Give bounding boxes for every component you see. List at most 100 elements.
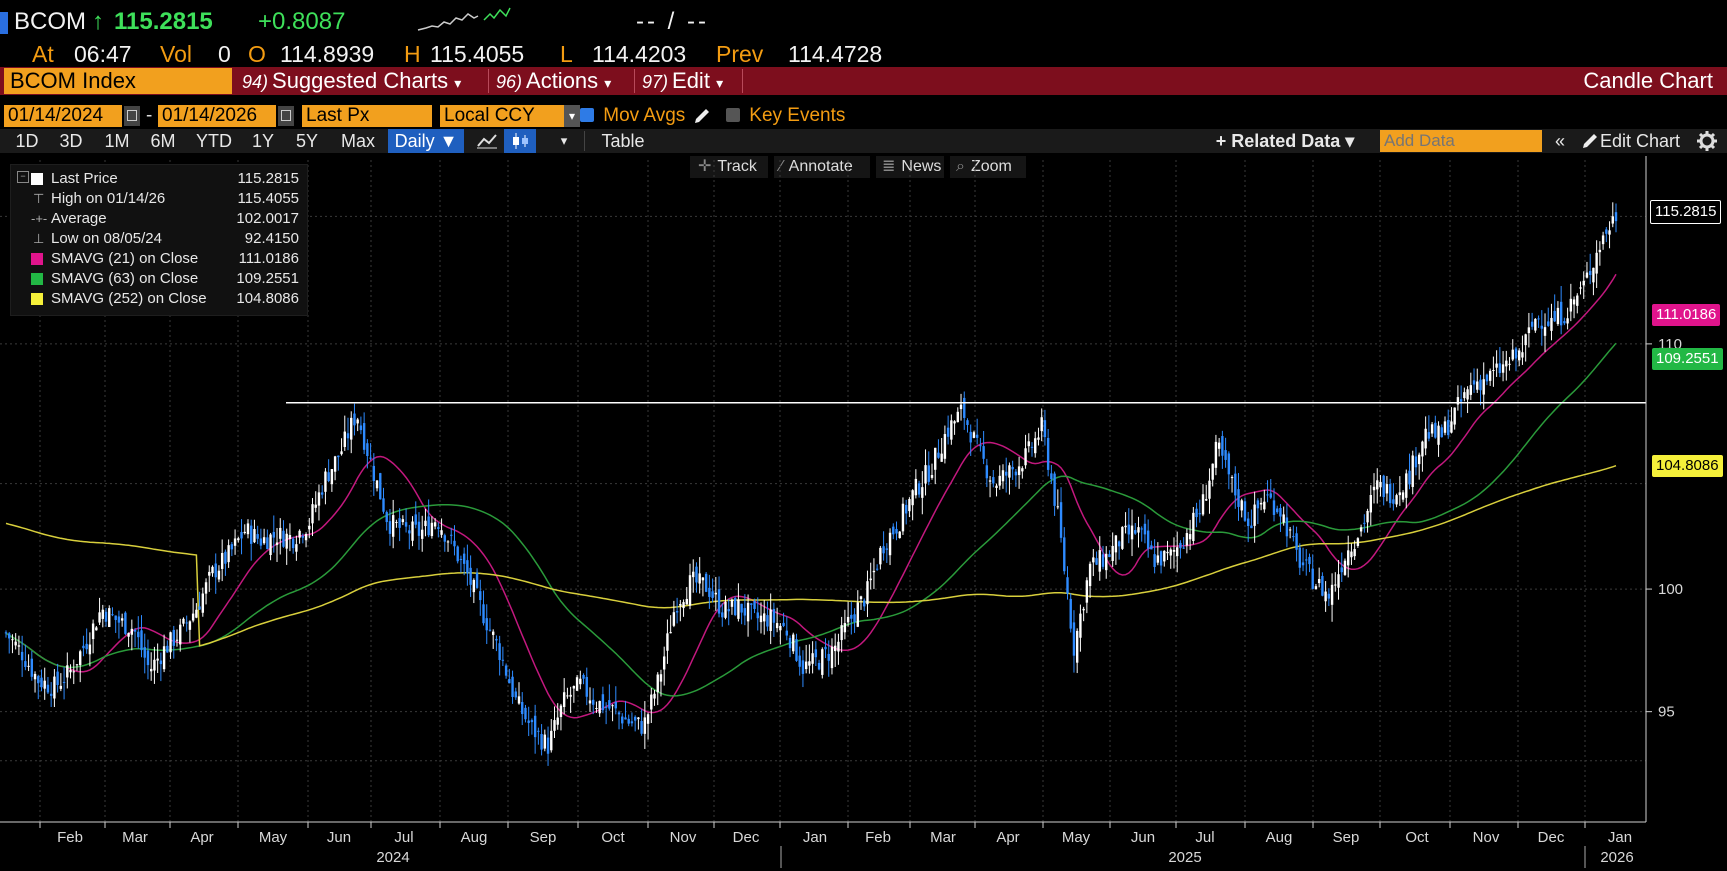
- security-field[interactable]: BCOM Index: [4, 68, 232, 94]
- candle-body: [1314, 586, 1318, 590]
- range-5y[interactable]: 5Y: [295, 131, 319, 151]
- candle-body: [104, 611, 108, 622]
- candle-body: [1263, 501, 1266, 510]
- candle-body: [1576, 295, 1579, 306]
- candle-body: [746, 602, 750, 622]
- candle-body: [1292, 536, 1295, 538]
- candle-body: [1305, 559, 1308, 561]
- suggested-charts-menu[interactable]: 94) Suggested Charts ▾: [242, 68, 462, 93]
- candle-body: [530, 720, 534, 723]
- candle-body: [521, 702, 524, 715]
- candle-body: [1530, 321, 1534, 327]
- year-label: 2024: [376, 849, 409, 866]
- candle-body: [782, 622, 785, 626]
- dropdown-icon[interactable]: ▾: [560, 133, 568, 148]
- line-chart-icon[interactable]: [474, 130, 500, 152]
- candle-body: [1111, 545, 1114, 561]
- candle-body: [1298, 547, 1302, 568]
- range-6m[interactable]: 6M: [150, 131, 176, 151]
- candle-body: [133, 630, 137, 632]
- candle-body: [901, 503, 905, 532]
- pencil-icon[interactable]: [692, 106, 712, 126]
- low-value: 114.4203: [592, 41, 687, 67]
- candle-body: [124, 612, 127, 634]
- candle-body: [701, 577, 705, 581]
- collapse-legend-icon[interactable]: −: [17, 171, 29, 183]
- candle-body: [1569, 298, 1573, 312]
- candle-body: [763, 613, 766, 622]
- add-data-input[interactable]: [1380, 130, 1542, 152]
- candle-body: [1040, 417, 1043, 432]
- candle-body: [1479, 379, 1482, 391]
- candle-body: [1146, 530, 1150, 549]
- candle-body: [1534, 318, 1537, 331]
- candle-body: [650, 694, 653, 710]
- mov-avgs-toggle[interactable]: Mov Avgs: [580, 104, 685, 128]
- edit-menu[interactable]: 97) Edit ▾: [642, 68, 724, 93]
- candle-body: [372, 465, 376, 482]
- actions-menu[interactable]: 96) Actions ▾: [496, 68, 612, 93]
- candle-body: [1085, 580, 1089, 603]
- candle-body: [1550, 317, 1553, 331]
- ticker-symbol[interactable]: BCOM: [14, 8, 86, 35]
- candle-body: [282, 530, 285, 547]
- candle-body: [362, 423, 366, 450]
- candle-body: [179, 624, 182, 645]
- candle-body: [295, 544, 298, 552]
- candle-body: [1582, 280, 1585, 286]
- range-1d[interactable]: 1D: [15, 131, 39, 151]
- field-select[interactable]: Last Px: [302, 105, 432, 127]
- candle-body: [1585, 272, 1589, 278]
- currency-select[interactable]: Local CCY: [440, 105, 564, 127]
- collapse-icon[interactable]: «: [1554, 131, 1565, 151]
- range-1m[interactable]: 1M: [104, 131, 130, 151]
- legend-swatch: [31, 293, 43, 305]
- pencil-icon[interactable]: [1580, 131, 1600, 151]
- annotate-tool[interactable]: ⁄ Annotate: [774, 156, 870, 178]
- gear-icon[interactable]: [1696, 130, 1718, 152]
- candle-body: [1330, 584, 1334, 605]
- candle-body: [1540, 325, 1543, 329]
- candle-body: [414, 514, 417, 525]
- candle-body: [195, 609, 198, 618]
- candle-body: [830, 646, 834, 669]
- dropdown-icon[interactable]: ▾: [564, 105, 580, 127]
- candle-body: [1434, 422, 1437, 438]
- range-max[interactable]: Max: [340, 131, 375, 151]
- candle-body: [224, 551, 227, 564]
- candle-body: [1508, 363, 1511, 365]
- range-ytd[interactable]: YTD: [196, 131, 232, 151]
- checkbox-unchecked-icon[interactable]: [726, 108, 740, 122]
- table-button[interactable]: Table: [601, 131, 645, 151]
- candle-body: [288, 535, 292, 539]
- candle-body: [262, 537, 266, 544]
- range-3d[interactable]: 3D: [59, 131, 83, 151]
- key-events-toggle[interactable]: Key Events: [726, 104, 845, 128]
- candle-body: [175, 639, 179, 641]
- candle-body: [459, 558, 463, 560]
- start-date-input[interactable]: 01/14/2024: [4, 105, 122, 127]
- candle-body: [998, 475, 1001, 486]
- candle-body: [788, 637, 792, 649]
- range-1y[interactable]: 1Y: [251, 131, 275, 151]
- candle-body: [979, 445, 982, 447]
- candle-body: [201, 593, 205, 613]
- zoom-tool[interactable]: ⌕ Zoom: [950, 156, 1026, 178]
- track-tool[interactable]: ✛ Track: [690, 156, 768, 178]
- candle-body: [1385, 484, 1389, 494]
- candle-chart-icon[interactable]: [504, 129, 536, 153]
- calendar-icon[interactable]: [124, 106, 140, 126]
- candle-body: [685, 598, 688, 605]
- edit-chart-button[interactable]: Edit Chart: [1600, 131, 1681, 151]
- end-date-input[interactable]: 01/14/2026: [158, 105, 276, 127]
- candle-body: [437, 527, 440, 530]
- candle-body: [1246, 518, 1250, 527]
- calendar-icon[interactable]: [278, 106, 294, 126]
- related-data-button[interactable]: + Related Data ▾: [1215, 131, 1355, 151]
- checkbox-checked-icon[interactable]: [580, 108, 594, 122]
- candle-body: [1592, 267, 1595, 283]
- candle-body: [1437, 425, 1440, 445]
- frequency-select[interactable]: Daily ▼: [388, 129, 464, 153]
- candle-body: [204, 582, 208, 594]
